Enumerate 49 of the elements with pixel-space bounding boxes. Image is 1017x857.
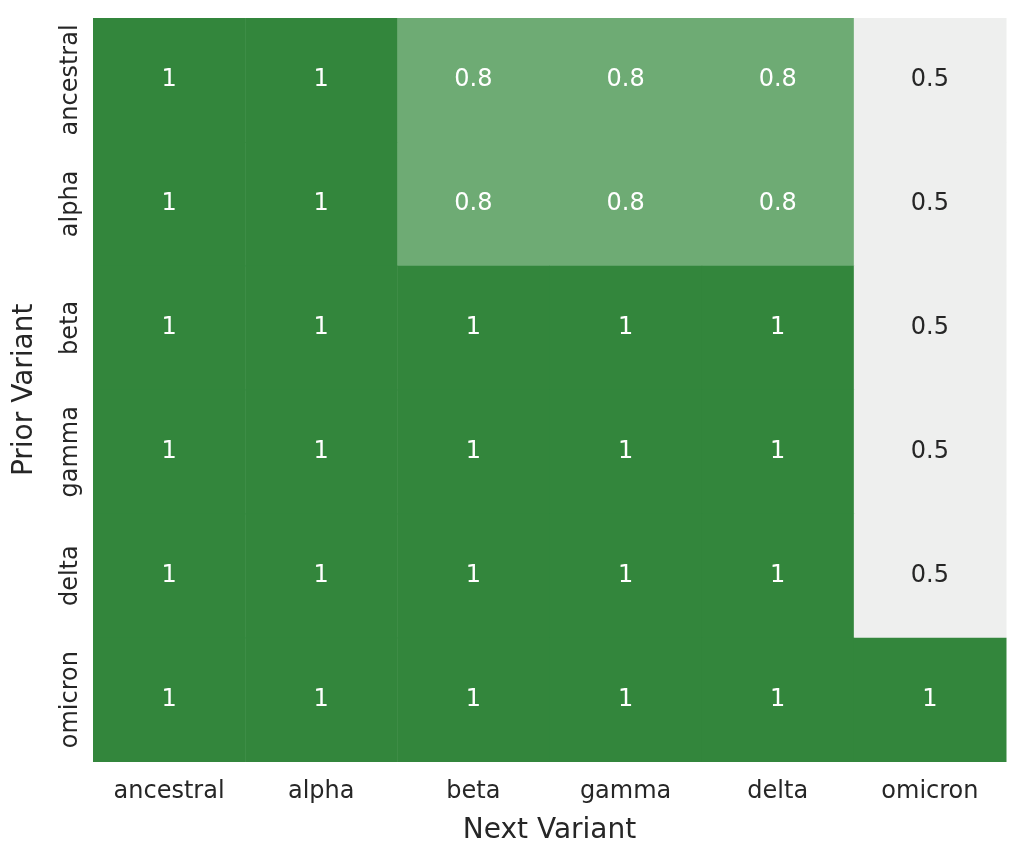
data-label: 0.8 [454,188,493,217]
x-tick-label: omicron [881,776,979,805]
data-label: 0.8 [606,188,645,217]
data-label: 1 [313,312,329,341]
y-tick-label: alpha [55,170,84,238]
data-label: 0.5 [910,436,949,464]
y-tick-label: delta [55,545,84,607]
data-label: 0.8 [454,64,493,93]
x-tick-label: delta [747,776,809,805]
data-label: 1 [770,683,786,712]
y-tick-label: beta [55,300,84,355]
data-label: 1 [770,312,786,341]
data-label: 0.8 [758,64,797,93]
data-label: 1 [465,683,482,712]
data-label: 0.8 [758,188,797,217]
y-tick-label: ancestral [55,24,84,136]
x-tick-label: ancestral [113,776,225,805]
data-label: 1 [161,436,177,464]
data-label: 1 [617,559,634,588]
data-label: 0.5 [910,64,949,93]
data-label: 1 [770,559,786,588]
x-tick-label: alpha [287,776,355,805]
data-label: 1 [465,559,482,588]
data-label: 0.8 [606,64,645,93]
x-axis-title: Next Variant [462,812,637,846]
data-label: 1 [161,559,177,588]
data-label: 1 [161,683,177,712]
data-label: 1 [922,683,938,712]
x-tick-label: gamma [579,776,672,805]
x-tick-label: beta [446,776,501,805]
data-label: 1 [617,683,634,712]
data-label: 1 [313,188,329,217]
data-label: 1 [617,436,634,464]
data-label: 1 [617,312,634,341]
data-label: 1 [161,312,177,341]
data-label: 1 [465,436,482,464]
data-label: 1 [313,683,329,712]
data-label: 1 [313,64,329,93]
data-label: 1 [770,436,786,464]
data-label: 1 [313,436,329,464]
data-label: 1 [161,64,177,93]
data-label: 0.5 [910,559,949,588]
data-label: 0.5 [910,312,949,341]
y-tick-label: gamma [55,406,84,498]
data-label: 1 [465,312,482,341]
data-label: 0.5 [910,188,949,217]
data-label: 1 [313,559,329,588]
y-axis-title: Prior Variant [6,303,40,477]
data-label: 1 [161,188,177,217]
